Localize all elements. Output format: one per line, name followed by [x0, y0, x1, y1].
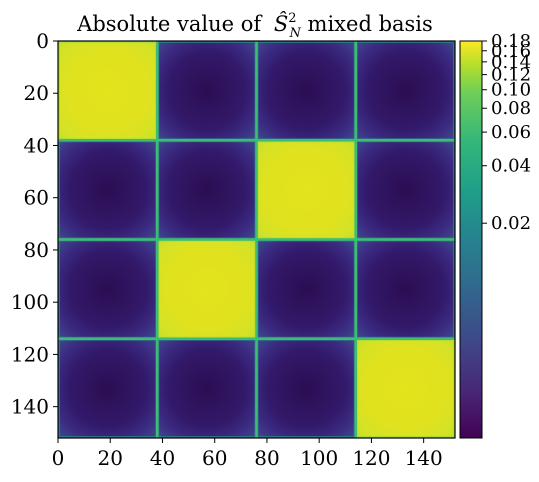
heatmap-block-low — [157, 41, 257, 141]
x-tick-label: 140 — [405, 446, 443, 470]
heatmap-block-low — [157, 338, 257, 438]
colorbar-tick-label: 0.06 — [491, 122, 531, 143]
x-tick-label: 0 — [52, 446, 65, 470]
x-tick-label: 80 — [254, 446, 279, 470]
heatmap-block-high — [256, 140, 356, 240]
heatmap-block-high — [355, 338, 455, 438]
y-tick-label: 100 — [11, 290, 49, 314]
heatmap-block-low — [58, 140, 158, 240]
chart-title-suffix: mixed basis — [301, 12, 433, 36]
y-tick-label: 60 — [24, 186, 49, 210]
heatmap — [58, 41, 455, 438]
colorbar-tick-label: 0.08 — [491, 98, 531, 119]
colorbar-tick-label: 0.10 — [491, 80, 531, 101]
colorbar-tick-label: 0.14 — [491, 52, 531, 73]
x-tick-label: 60 — [202, 446, 227, 470]
heatmap-block-high — [58, 41, 158, 141]
heatmap-block-high — [157, 239, 257, 339]
heatmap-block-low — [157, 140, 257, 240]
y-tick-label: 120 — [11, 342, 49, 366]
colorbar-tick-label: 0.12 — [491, 65, 531, 86]
colorbar-tick-label: 0.16 — [491, 41, 531, 62]
y-tick-label: 0 — [36, 29, 49, 53]
heatmap-block-low — [256, 41, 356, 141]
x-tick-label: 20 — [98, 446, 123, 470]
heatmap-block-low — [355, 41, 455, 141]
y-tick-label: 80 — [24, 238, 49, 262]
colorbar — [459, 40, 483, 439]
heatmap-block-low — [256, 338, 356, 438]
colorbar-tick-label: 0.02 — [491, 213, 531, 234]
colorbar-tick-label: 0.04 — [491, 156, 531, 177]
colorbar-ticks: 0.180.160.140.120.100.08 0.06 0.04 0.02 — [482, 31, 531, 234]
x-axis: 0 20 40 60 80 100 120 140 — [52, 438, 443, 470]
x-tick-label: 100 — [300, 446, 338, 470]
chart-title: Absolute value of Ŝ2 N mixed basis — [76, 11, 433, 41]
x-tick-label: 120 — [352, 446, 390, 470]
chart-title-text: Absolute value of — [76, 12, 263, 36]
chart-title-sup: 2 — [288, 11, 296, 26]
plot-frame — [57, 40, 456, 439]
chart-title-sub: N — [289, 26, 302, 41]
y-tick-label: 140 — [11, 395, 49, 419]
x-tick-label: 40 — [150, 446, 175, 470]
y-tick-label: 40 — [24, 133, 49, 157]
y-axis: 0 20 40 60 80 100 120 140 — [11, 29, 58, 419]
heatmap-block-low — [355, 239, 455, 339]
heatmap-block-low — [355, 140, 455, 240]
heatmap-block-low — [256, 239, 356, 339]
y-tick-label: 20 — [24, 81, 49, 105]
heatmap-block-low — [58, 239, 158, 339]
colorbar-tick-label: 0.18 — [491, 31, 531, 52]
chart-title-symbol: Ŝ — [274, 11, 288, 36]
heatmap-block-low — [58, 338, 158, 438]
